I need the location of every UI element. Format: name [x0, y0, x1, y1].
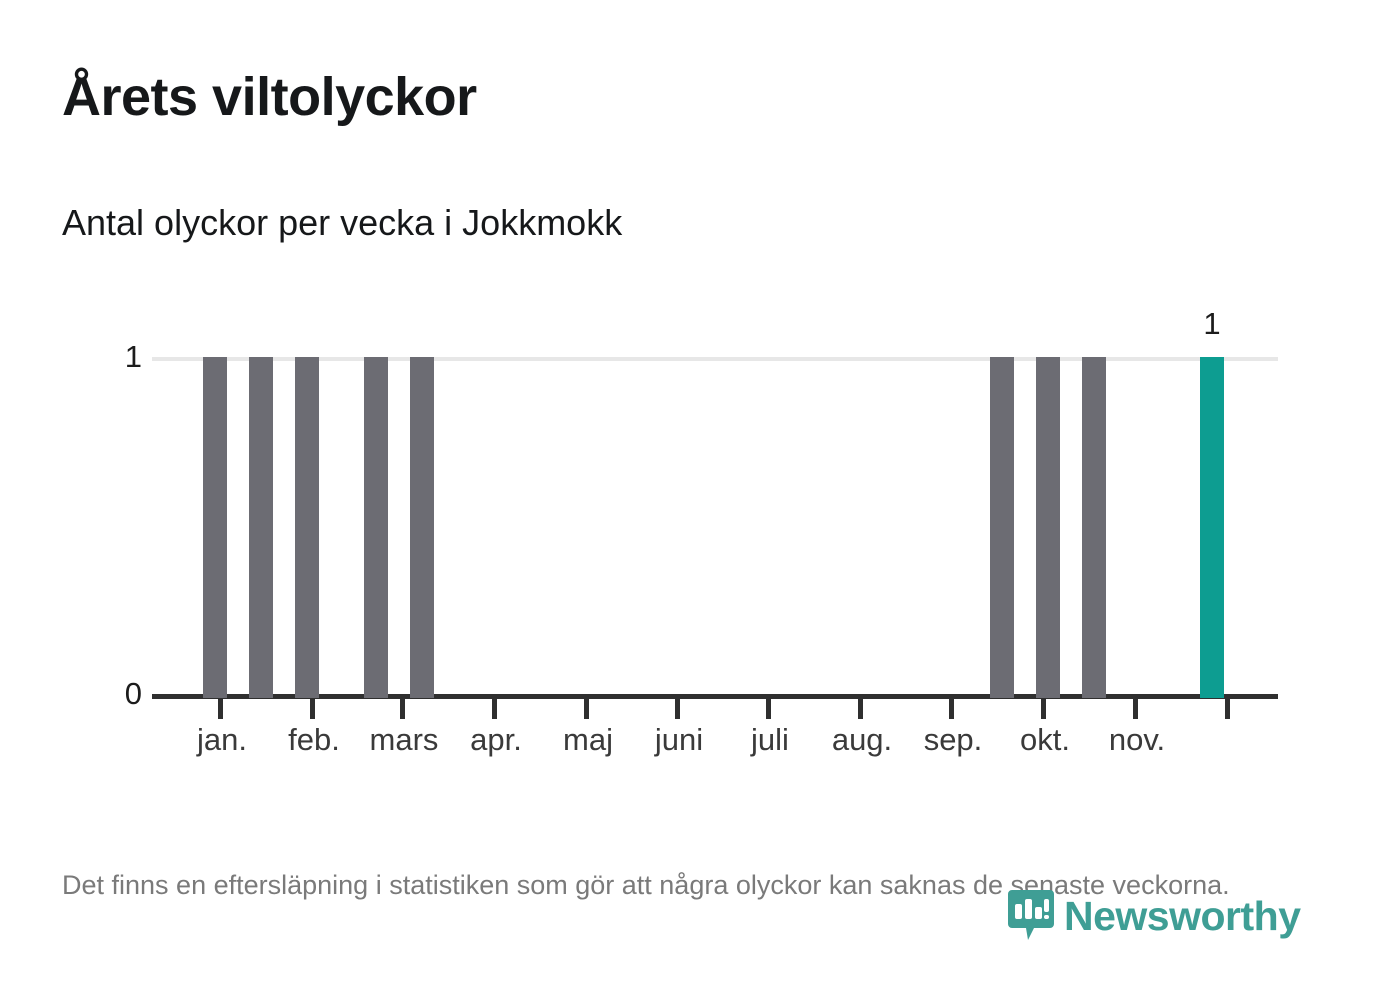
- x-axis-tick: [1133, 699, 1138, 719]
- bar-week-11[interactable]: [410, 357, 434, 698]
- bar-week-38[interactable]: [1036, 357, 1060, 698]
- x-axis-line: [152, 694, 1278, 699]
- x-axis-tick: [1225, 699, 1230, 719]
- y-axis-tick-1: 1: [124, 339, 142, 374]
- plot-area: [152, 357, 1278, 698]
- x-axis-label-nov: nov.: [1108, 722, 1166, 757]
- bar-week-9[interactable]: [364, 357, 388, 698]
- x-axis-tick: [218, 699, 223, 719]
- x-axis-label-feb: feb.: [288, 722, 340, 757]
- x-axis-tick: [1041, 699, 1046, 719]
- bar-week-36[interactable]: [990, 357, 1014, 698]
- page-title: Årets viltolyckor: [62, 67, 477, 127]
- x-axis-label-okt: okt.: [1020, 722, 1070, 757]
- x-axis-label-apr: apr.: [470, 722, 522, 757]
- bar-week-46[interactable]: [1200, 357, 1224, 698]
- x-axis-label-aug: aug.: [831, 722, 893, 757]
- x-axis-tick: [492, 699, 497, 719]
- x-axis-tick: [310, 699, 315, 719]
- bar-value-label: 1: [1203, 306, 1221, 341]
- x-axis-tick: [858, 699, 863, 719]
- bar-week-6[interactable]: [295, 357, 319, 698]
- newsworthy-wordmark: Newsworthy: [1064, 892, 1301, 939]
- x-axis-tick: [949, 699, 954, 719]
- x-axis-tick: [766, 699, 771, 719]
- newsworthy-bars-badge-icon: [1008, 890, 1054, 942]
- x-axis-label-maj: maj: [563, 722, 613, 757]
- x-axis-label-juni: juni: [654, 722, 704, 757]
- chart-subtitle: Antal olyckor per vecka i Jokkmokk: [62, 202, 623, 243]
- x-axis-tick: [675, 699, 680, 719]
- newsworthy-logo[interactable]: Newsworthy: [1008, 890, 1301, 942]
- y-axis-tick-0: 0: [124, 676, 142, 711]
- x-axis-label-juli: juli: [751, 722, 789, 757]
- x-axis-tick: [400, 699, 405, 719]
- x-axis-label-sep: sep.: [923, 722, 983, 757]
- bar-week-40[interactable]: [1082, 357, 1106, 698]
- x-axis-label-mars: mars: [369, 722, 439, 757]
- gridline-1: [152, 357, 1278, 361]
- x-axis-label-jan: jan.: [197, 722, 247, 757]
- bar-week-2[interactable]: [203, 357, 227, 698]
- bar-week-4[interactable]: [249, 357, 273, 698]
- x-axis-tick: [584, 699, 589, 719]
